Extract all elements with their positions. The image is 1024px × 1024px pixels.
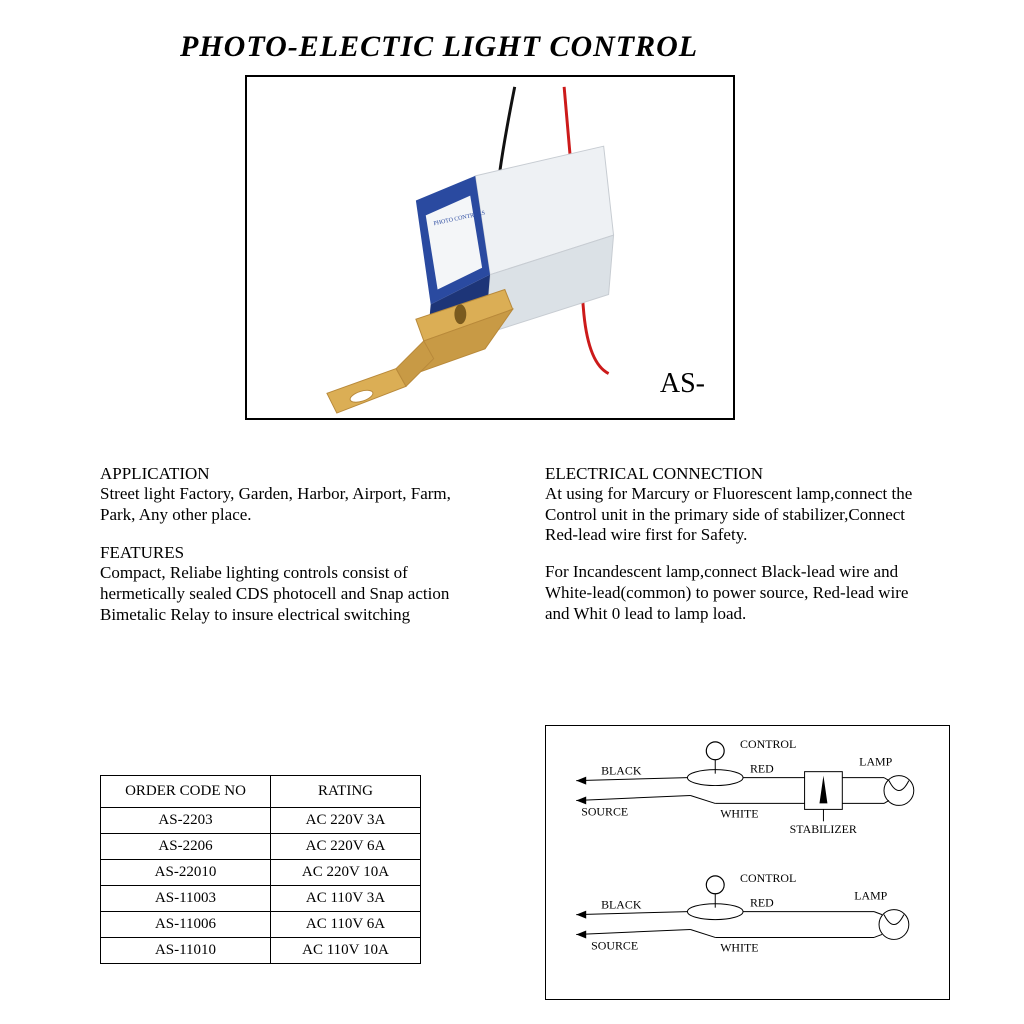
cell: AC 220V 3A: [271, 808, 421, 834]
lbl-red-2: RED: [750, 896, 774, 910]
cell: AS-22010: [101, 860, 271, 886]
cell: AC 220V 6A: [271, 834, 421, 860]
spec-table: ORDER CODE NO RATING AS-2203AC 220V 3A A…: [100, 775, 421, 964]
cell: AC 110V 6A: [271, 912, 421, 938]
table-row: AS-11006AC 110V 6A: [101, 912, 421, 938]
electrical-heading: ELECTRICAL CONNECTION: [545, 464, 915, 484]
cell: AC 110V 10A: [271, 938, 421, 964]
table-row: AS-22010AC 220V 10A: [101, 860, 421, 886]
col-order-code: ORDER CODE NO: [101, 776, 271, 808]
lbl-white-1: WHITE: [720, 806, 758, 820]
col-rating: RATING: [271, 776, 421, 808]
table-header-row: ORDER CODE NO RATING: [101, 776, 421, 808]
table-row: AS-2206AC 220V 6A: [101, 834, 421, 860]
features-body: Compact, Reliabe lighting controls consi…: [100, 563, 470, 625]
lbl-stabilizer: STABILIZER: [790, 822, 857, 836]
features-heading: FEATURES: [100, 543, 470, 563]
lbl-control-1: CONTROL: [740, 737, 796, 751]
left-column: APPLICATION Street light Factory, Garden…: [100, 450, 470, 626]
lbl-control-2: CONTROL: [740, 871, 796, 885]
lbl-source-2: SOURCE: [591, 938, 638, 952]
lbl-red-1: RED: [750, 762, 774, 776]
table-row: AS-2203AC 220V 3A: [101, 808, 421, 834]
cell: AS-2203: [101, 808, 271, 834]
page-title: PHOTO-ELECTIC LIGHT CONTROL: [180, 30, 698, 64]
cell: AC 110V 3A: [271, 886, 421, 912]
electrical-body-1: At using for Marcury or Fluorescent lamp…: [545, 484, 915, 546]
cell: AS-2206: [101, 834, 271, 860]
wiring-diagram: CONTROL BLACK SOURCE WHITE RED STABILIZE…: [545, 725, 950, 1000]
application-body: Street light Factory, Garden, Harbor, Ai…: [100, 484, 470, 525]
cell: AS-11006: [101, 912, 271, 938]
cell: AS-11010: [101, 938, 271, 964]
lbl-lamp-1: LAMP: [859, 755, 892, 769]
cell: AC 220V 10A: [271, 860, 421, 886]
lbl-black-1: BLACK: [601, 764, 642, 778]
table-row: AS-11003AC 110V 3A: [101, 886, 421, 912]
product-illustration: PHOTO CONTROLS: [247, 77, 733, 418]
table-row: AS-11010AC 110V 10A: [101, 938, 421, 964]
cell: AS-11003: [101, 886, 271, 912]
lbl-source-1: SOURCE: [581, 804, 628, 818]
lbl-lamp-2: LAMP: [854, 889, 887, 903]
application-heading: APPLICATION: [100, 464, 470, 484]
model-label: AS-: [660, 368, 705, 400]
electrical-body-2: For Incandescent lamp,connect Black-lead…: [545, 562, 915, 624]
product-figure: PHOTO CONTROLS AS-: [245, 75, 735, 420]
lbl-black-2: BLACK: [601, 898, 642, 912]
lbl-white-2: WHITE: [720, 940, 758, 954]
right-column: ELECTRICAL CONNECTION At using for Marcu…: [545, 450, 915, 624]
